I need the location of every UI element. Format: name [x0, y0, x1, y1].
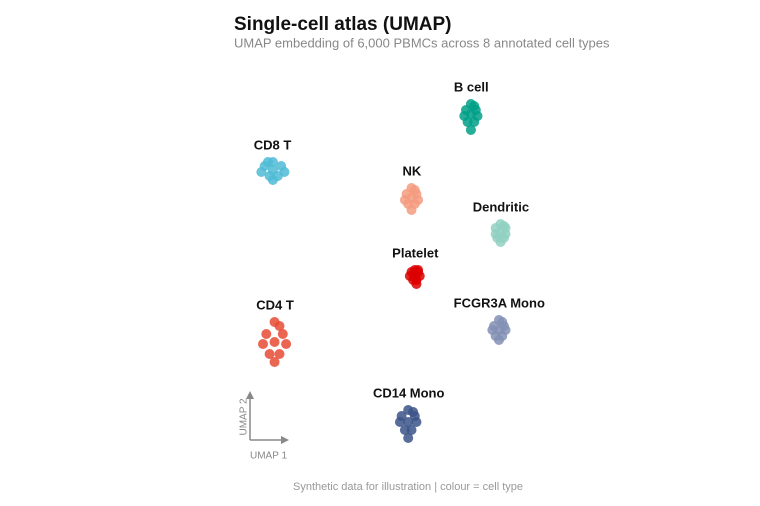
- point: [274, 321, 285, 331]
- point: [409, 185, 420, 195]
- point: [281, 339, 292, 349]
- point: [413, 265, 424, 275]
- cluster-label: Dendritic: [473, 199, 529, 214]
- x-axis-label: UMAP 1: [250, 451, 287, 462]
- point: [459, 111, 470, 121]
- point: [256, 167, 267, 177]
- cluster-label: FCGR3A Mono: [454, 295, 545, 310]
- y-arrow: [246, 391, 254, 399]
- point: [404, 271, 415, 281]
- point: [406, 205, 417, 215]
- chart-title: Single-cell atlas (UMAP): [234, 14, 452, 35]
- point: [277, 329, 288, 339]
- point: [403, 417, 414, 427]
- point: [408, 407, 419, 417]
- point: [500, 229, 511, 239]
- cluster-label: Platelet: [392, 245, 439, 260]
- point: [262, 157, 273, 167]
- caption: Synthetic data for illustration | colour…: [293, 481, 523, 493]
- cluster-label: B cell: [454, 79, 489, 94]
- chart-subtitle: UMAP embedding of 6,000 PBMCs across 8 a…: [234, 35, 610, 50]
- point: [394, 417, 405, 427]
- point: [487, 325, 498, 335]
- point: [279, 167, 290, 177]
- cluster-label: NK: [402, 163, 421, 178]
- point: [269, 337, 280, 347]
- point: [411, 417, 422, 427]
- point: [264, 349, 275, 359]
- point: [269, 357, 280, 367]
- cluster-label: CD8 T: [254, 137, 292, 152]
- point: [399, 195, 410, 205]
- y-axis-label: UMAP 2: [239, 398, 250, 435]
- point: [497, 317, 508, 327]
- point: [258, 339, 268, 349]
- point: [274, 349, 285, 359]
- axis-guide: [246, 391, 289, 444]
- point: [469, 101, 480, 111]
- point: [495, 237, 506, 247]
- point: [411, 279, 422, 289]
- point: [465, 125, 476, 135]
- x-arrow: [281, 436, 289, 444]
- point: [267, 175, 278, 185]
- point: [403, 433, 414, 443]
- point: [406, 425, 417, 435]
- point: [472, 111, 483, 121]
- cluster-label: CD4 T: [256, 297, 294, 312]
- point: [493, 335, 504, 345]
- point: [498, 221, 509, 231]
- point: [413, 195, 424, 205]
- point: [490, 229, 501, 239]
- cluster-label: CD14 Mono: [373, 385, 445, 400]
- point: [500, 325, 511, 335]
- point: [261, 329, 272, 339]
